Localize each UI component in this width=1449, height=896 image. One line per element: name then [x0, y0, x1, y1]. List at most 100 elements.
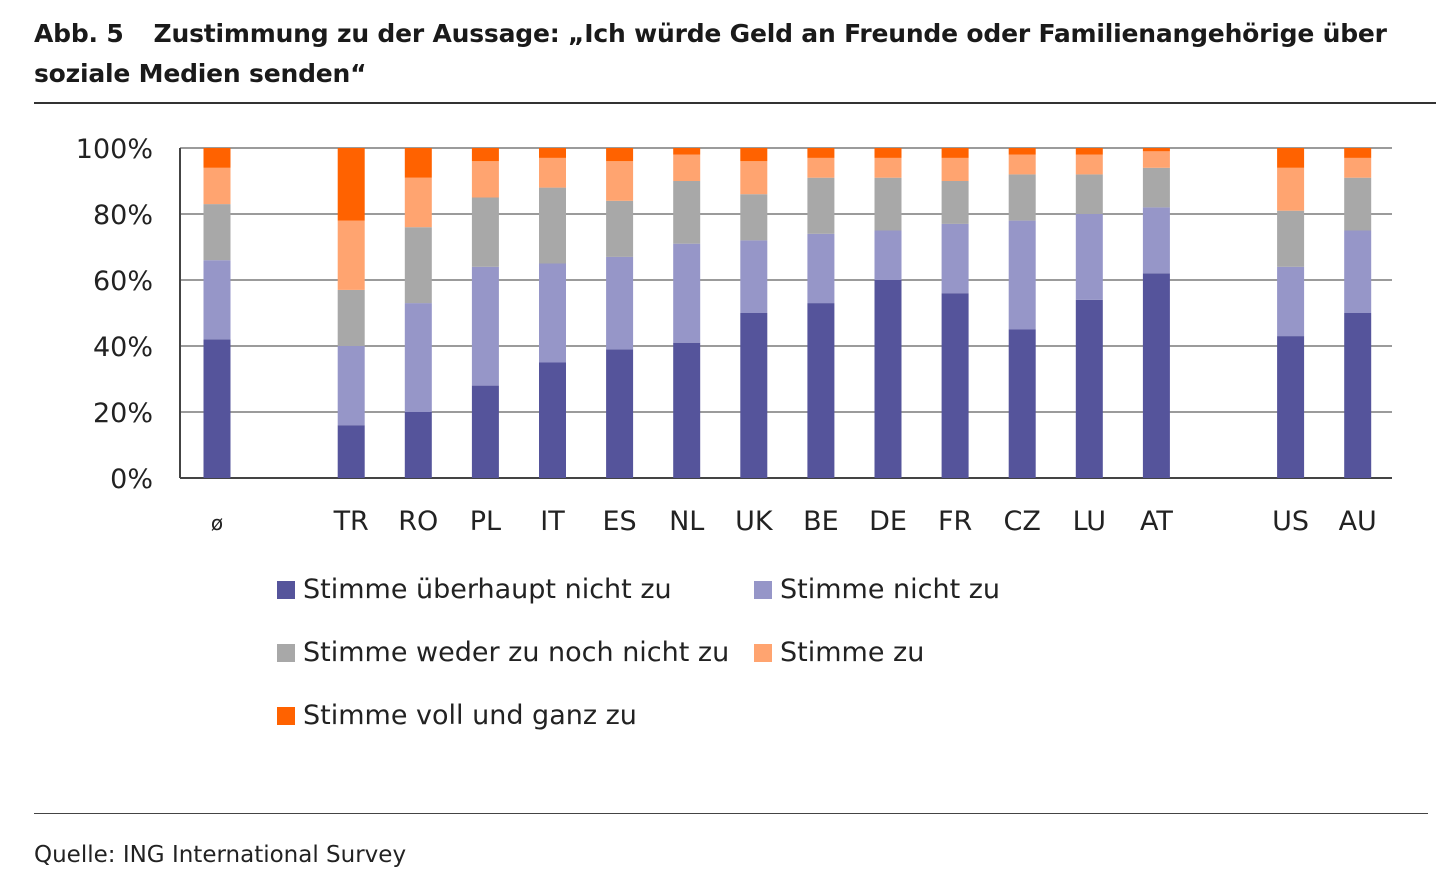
bar-segment [539, 187, 566, 264]
bar-segment [337, 289, 365, 346]
bar-segment [606, 148, 634, 162]
bar-segment [941, 148, 969, 158]
bar-segment [1344, 148, 1372, 158]
bar-segment [740, 313, 768, 478]
bar-segment [941, 293, 969, 478]
legend-label: Stimme nicht zu [780, 574, 1001, 605]
bar-segment [1344, 177, 1372, 231]
bar-segment [539, 362, 566, 478]
bar-segment [203, 260, 231, 340]
x-tick-label: LU [1073, 506, 1106, 537]
bar-segment [874, 230, 902, 280]
bottom-divider [34, 813, 1428, 814]
bar-segment [1075, 154, 1103, 175]
bar-segment [1277, 210, 1305, 267]
bar-segment [337, 148, 365, 221]
bar-segment [740, 240, 768, 313]
legend-item: Stimme weder zu noch nicht zu [277, 637, 729, 668]
bar-segment [606, 200, 634, 257]
bar-segment [337, 425, 365, 478]
figure-title: Zustimmung zu der Aussage: „Ich würde Ge… [34, 19, 1387, 88]
bar-segment [740, 161, 768, 195]
bar-segment [1075, 214, 1103, 300]
legend-item: Stimme voll und ganz zu [277, 700, 637, 731]
x-tick-label: DE [869, 506, 907, 537]
y-tick-label: 60% [93, 266, 153, 297]
bar-segment [941, 157, 969, 181]
bar-segment [539, 263, 566, 363]
legend-label: Stimme zu [780, 637, 925, 668]
x-tick-label: RO [398, 506, 438, 537]
bar-segment [874, 157, 902, 178]
bar-segment [1277, 266, 1305, 337]
bar-segment [1142, 273, 1170, 478]
bar-segment [1142, 148, 1170, 152]
bar-segment [1142, 207, 1170, 274]
x-tick-label: FR [938, 506, 972, 537]
bar-segment [1008, 174, 1036, 221]
y-tick-label: 20% [93, 398, 153, 429]
bar-segment [941, 181, 969, 224]
bar-segment [941, 223, 969, 294]
bar-segment [404, 148, 432, 178]
bar-segment [740, 194, 768, 241]
legend-item: Stimme nicht zu [754, 574, 1000, 605]
bar-segment [673, 181, 701, 244]
bar-segment [1008, 220, 1036, 330]
bar-segment [203, 167, 231, 205]
x-tick-label: ø [211, 511, 223, 535]
bar-segment [471, 385, 499, 478]
bar-segment [740, 148, 768, 162]
bar-segment [539, 148, 566, 158]
legend-swatch [277, 706, 295, 725]
x-tick-label: AT [1140, 506, 1173, 537]
bar-segment [337, 220, 365, 290]
bar-segment [471, 148, 499, 162]
bar-segment [807, 148, 835, 158]
bar-segment [807, 233, 835, 304]
bar-segment [1075, 299, 1103, 478]
x-tick-label: PL [470, 506, 501, 537]
bar-segment [874, 280, 902, 478]
bar-segment [807, 157, 835, 178]
legend-swatch [277, 643, 295, 662]
bar-segment [404, 227, 432, 304]
bar-segment [404, 177, 432, 228]
bar-segment [1142, 167, 1170, 208]
bar-segment [471, 266, 499, 386]
bar-segment [1142, 151, 1170, 168]
bar-segment [1344, 157, 1372, 178]
bar-segment [874, 148, 902, 158]
bar-segment [606, 256, 634, 350]
bar-segment [1075, 174, 1103, 214]
bar-segment [673, 148, 701, 155]
bar-segment [1008, 148, 1036, 155]
bar-segment [874, 177, 902, 231]
y-tick-label: 40% [93, 332, 153, 363]
bar-segment [1344, 230, 1372, 313]
bar-segment [606, 349, 634, 478]
bar-segment [673, 243, 701, 343]
bar-segment [1277, 148, 1305, 168]
legend-swatch [754, 643, 772, 662]
legend-swatch [277, 580, 295, 599]
bar-segment [203, 339, 231, 478]
bar-segment [404, 303, 432, 412]
x-tick-label: UK [735, 506, 774, 537]
bar-segment [203, 204, 231, 261]
y-tick-label: 100% [76, 134, 153, 165]
x-tick-label: ES [602, 506, 636, 537]
bar-segment [471, 161, 499, 198]
x-tick-label: IT [540, 506, 565, 537]
x-tick-label: TR [333, 506, 369, 537]
bar-segment [404, 412, 432, 478]
bar-segment [1344, 313, 1372, 478]
x-tick-label: US [1272, 506, 1309, 537]
bar-segment [471, 197, 499, 267]
bar-segment [203, 148, 231, 168]
legend-label: Stimme überhaupt nicht zu [303, 574, 672, 605]
y-tick-label: 80% [93, 200, 153, 231]
legend-swatch [754, 580, 772, 599]
x-tick-label: CZ [1004, 506, 1041, 537]
chart-title: Abb. 5 Zustimmung zu der Aussage: „Ich wü… [34, 14, 1434, 94]
